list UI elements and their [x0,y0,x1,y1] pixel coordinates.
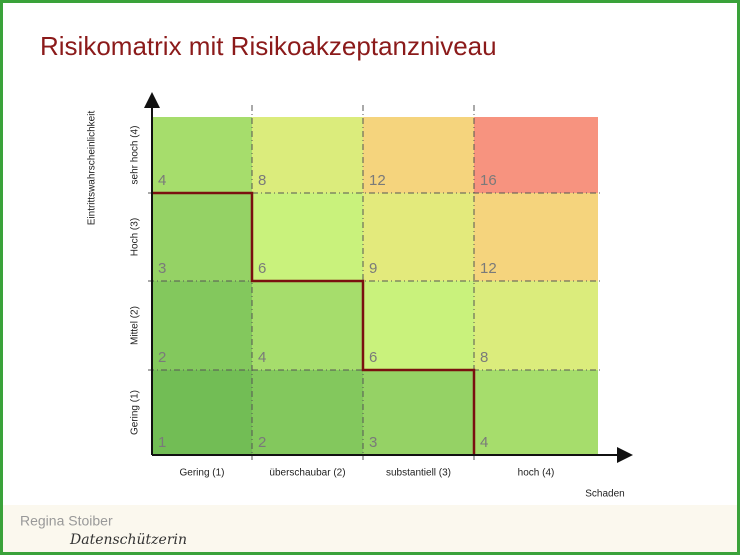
cell-label: 3 [158,260,166,277]
cell-label: 9 [369,260,377,277]
heatmap-cell [252,117,363,193]
heatmap-cell [152,117,252,193]
heatmap-cell [363,281,474,370]
heatmap-cell [363,193,474,281]
heatmap-cell [474,117,598,193]
y-tick-label: Gering (1) [130,390,141,435]
cell-label: 2 [158,349,166,366]
heatmap-cell [474,193,598,281]
cell-label: 12 [369,172,386,189]
x-axis-label: Schaden [585,489,624,500]
x-tick-label: substantiell (3) [386,468,451,479]
cell-label: 1 [158,434,166,451]
cell-label: 4 [480,434,488,451]
y-tick-label: sehr hoch (4) [130,126,141,185]
cell-label: 4 [258,349,266,366]
cell-label: 2 [258,434,266,451]
chart-title: Risikomatrix mit Risikoakzeptanzniveau [40,31,497,61]
heatmap-cell [363,117,474,193]
footer-band [3,505,737,552]
cell-label: 3 [369,434,377,451]
y-tick-label: Hoch (3) [130,218,141,256]
acceptance-line [152,191,476,455]
heatmap-cell [252,370,363,455]
heatmap-cell [252,193,363,281]
heatmap-cell [152,370,252,455]
heatmap-cell [363,370,474,455]
x-tick-label: hoch (4) [518,468,555,479]
cell-label: 16 [480,172,497,189]
footer-tagline: Datenschützerin [69,532,187,548]
cell-label: 6 [258,260,266,277]
cell-label: 6 [369,349,377,366]
heatmap-cell [252,281,363,370]
cell-label: 8 [258,172,266,189]
cell-label: 4 [158,172,166,189]
y-axis-label: Eintrittswahrscheinlichkeit [87,111,98,226]
cell-label: 8 [480,349,488,366]
heatmap-cell [474,281,598,370]
heatmap-cell [474,370,598,455]
heatmap-cell [152,281,252,370]
x-tick-label: Gering (1) [179,468,224,479]
y-tick-label: Mittel (2) [130,306,141,345]
footer-author: Regina Stoiber [20,513,113,529]
cell-label: 12 [480,260,497,277]
heatmap-cell [152,193,252,281]
x-tick-label: überschaubar (2) [269,468,345,479]
